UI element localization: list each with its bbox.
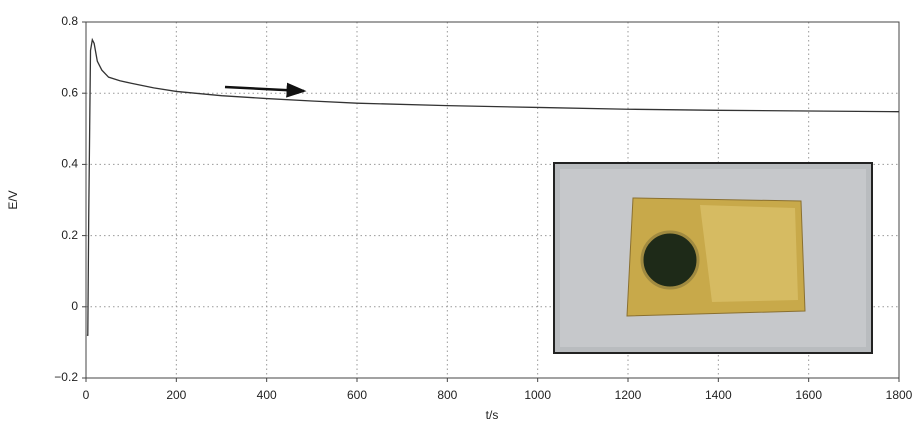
x-tick-label: 200 <box>166 388 186 402</box>
x-tick-label: 1800 <box>886 388 913 402</box>
x-axis-label: t/s <box>486 408 499 422</box>
y-tick-label: 0 <box>71 299 78 313</box>
x-tick-label: 0 <box>83 388 90 402</box>
y-axis-label: E/V <box>6 190 20 209</box>
y-tick-label: 0.4 <box>61 157 78 171</box>
x-tick-label: 1000 <box>524 388 551 402</box>
y-tick-label: 0.2 <box>61 228 78 242</box>
x-tick-label: 1600 <box>795 388 822 402</box>
y-tick-label: 0.6 <box>61 85 78 99</box>
y-tick-label: −0.2 <box>54 370 78 384</box>
x-tick-label: 1200 <box>615 388 642 402</box>
data-line <box>86 37 900 336</box>
x-tick-label: 400 <box>257 388 277 402</box>
plot-frame <box>85 21 900 379</box>
x-tick-label: 1400 <box>705 388 732 402</box>
inset-photo <box>553 162 873 354</box>
y-tick-label: 0.8 <box>61 14 78 28</box>
arrow <box>224 82 307 98</box>
x-tick-label: 600 <box>347 388 367 402</box>
x-tick-label: 800 <box>437 388 457 402</box>
